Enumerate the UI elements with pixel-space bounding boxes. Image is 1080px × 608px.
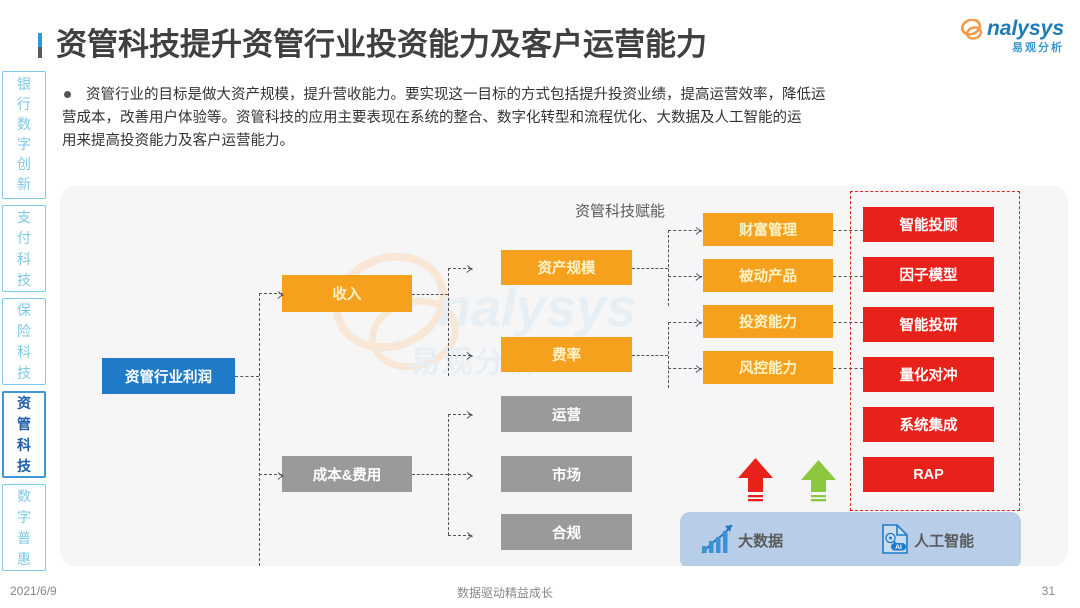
svg-text:nalysys: nalysys <box>438 278 636 338</box>
svg-text:AI: AI <box>895 544 902 551</box>
